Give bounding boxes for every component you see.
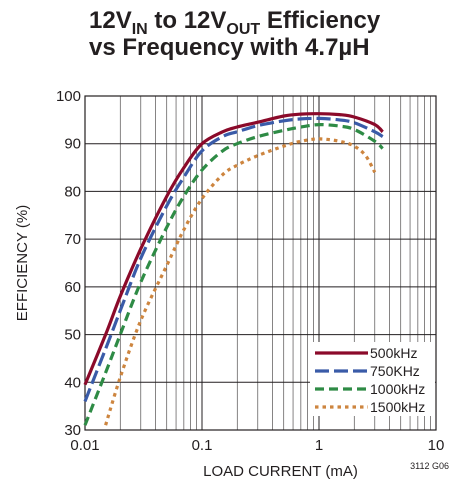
y-tick-label: 50 (64, 327, 81, 344)
y-tick-label: 90 (64, 136, 81, 153)
series-line-1000khz (83, 122, 384, 426)
plot-frame (84, 95, 437, 431)
y-tick-label: 60 (64, 279, 81, 296)
chart-title: 12VIN to 12VOUT Efficiency vs Frequency w… (89, 7, 381, 61)
x-tick-label: 0.1 (192, 437, 213, 454)
y-tick-label: 40 (64, 374, 81, 391)
series-line-750khz (83, 116, 384, 402)
y-tick-label: 100 (56, 88, 81, 105)
y-tick-label: 30 (64, 422, 81, 439)
x-tick-label: 10 (428, 437, 445, 454)
series-line-500khz (83, 112, 384, 386)
legend-label: 1500kHz (370, 399, 425, 415)
legend-label: 1000kHz (370, 381, 425, 397)
figure-id: 3112 G06 (410, 461, 449, 471)
legend-label: 750KHz (370, 363, 420, 379)
legend-label: 500kHz (370, 345, 417, 361)
y-tick-label: 70 (64, 231, 81, 248)
series-layer (83, 112, 384, 426)
x-axis-label: LOAD CURRENT (mA) (203, 463, 358, 480)
x-tick-label: 0.01 (70, 437, 99, 454)
x-tick-label: 1 (315, 437, 323, 454)
y-axis-label: EFFICIENCY (%) (14, 205, 31, 321)
tick-labels: 0.01 0.1 1 10 30 40 50 60 70 80 90 100 (56, 88, 444, 454)
y-tick-label: 80 (64, 183, 81, 200)
legend: 500kHz 750KHz 1000kHz 1500kHz (315, 345, 425, 415)
